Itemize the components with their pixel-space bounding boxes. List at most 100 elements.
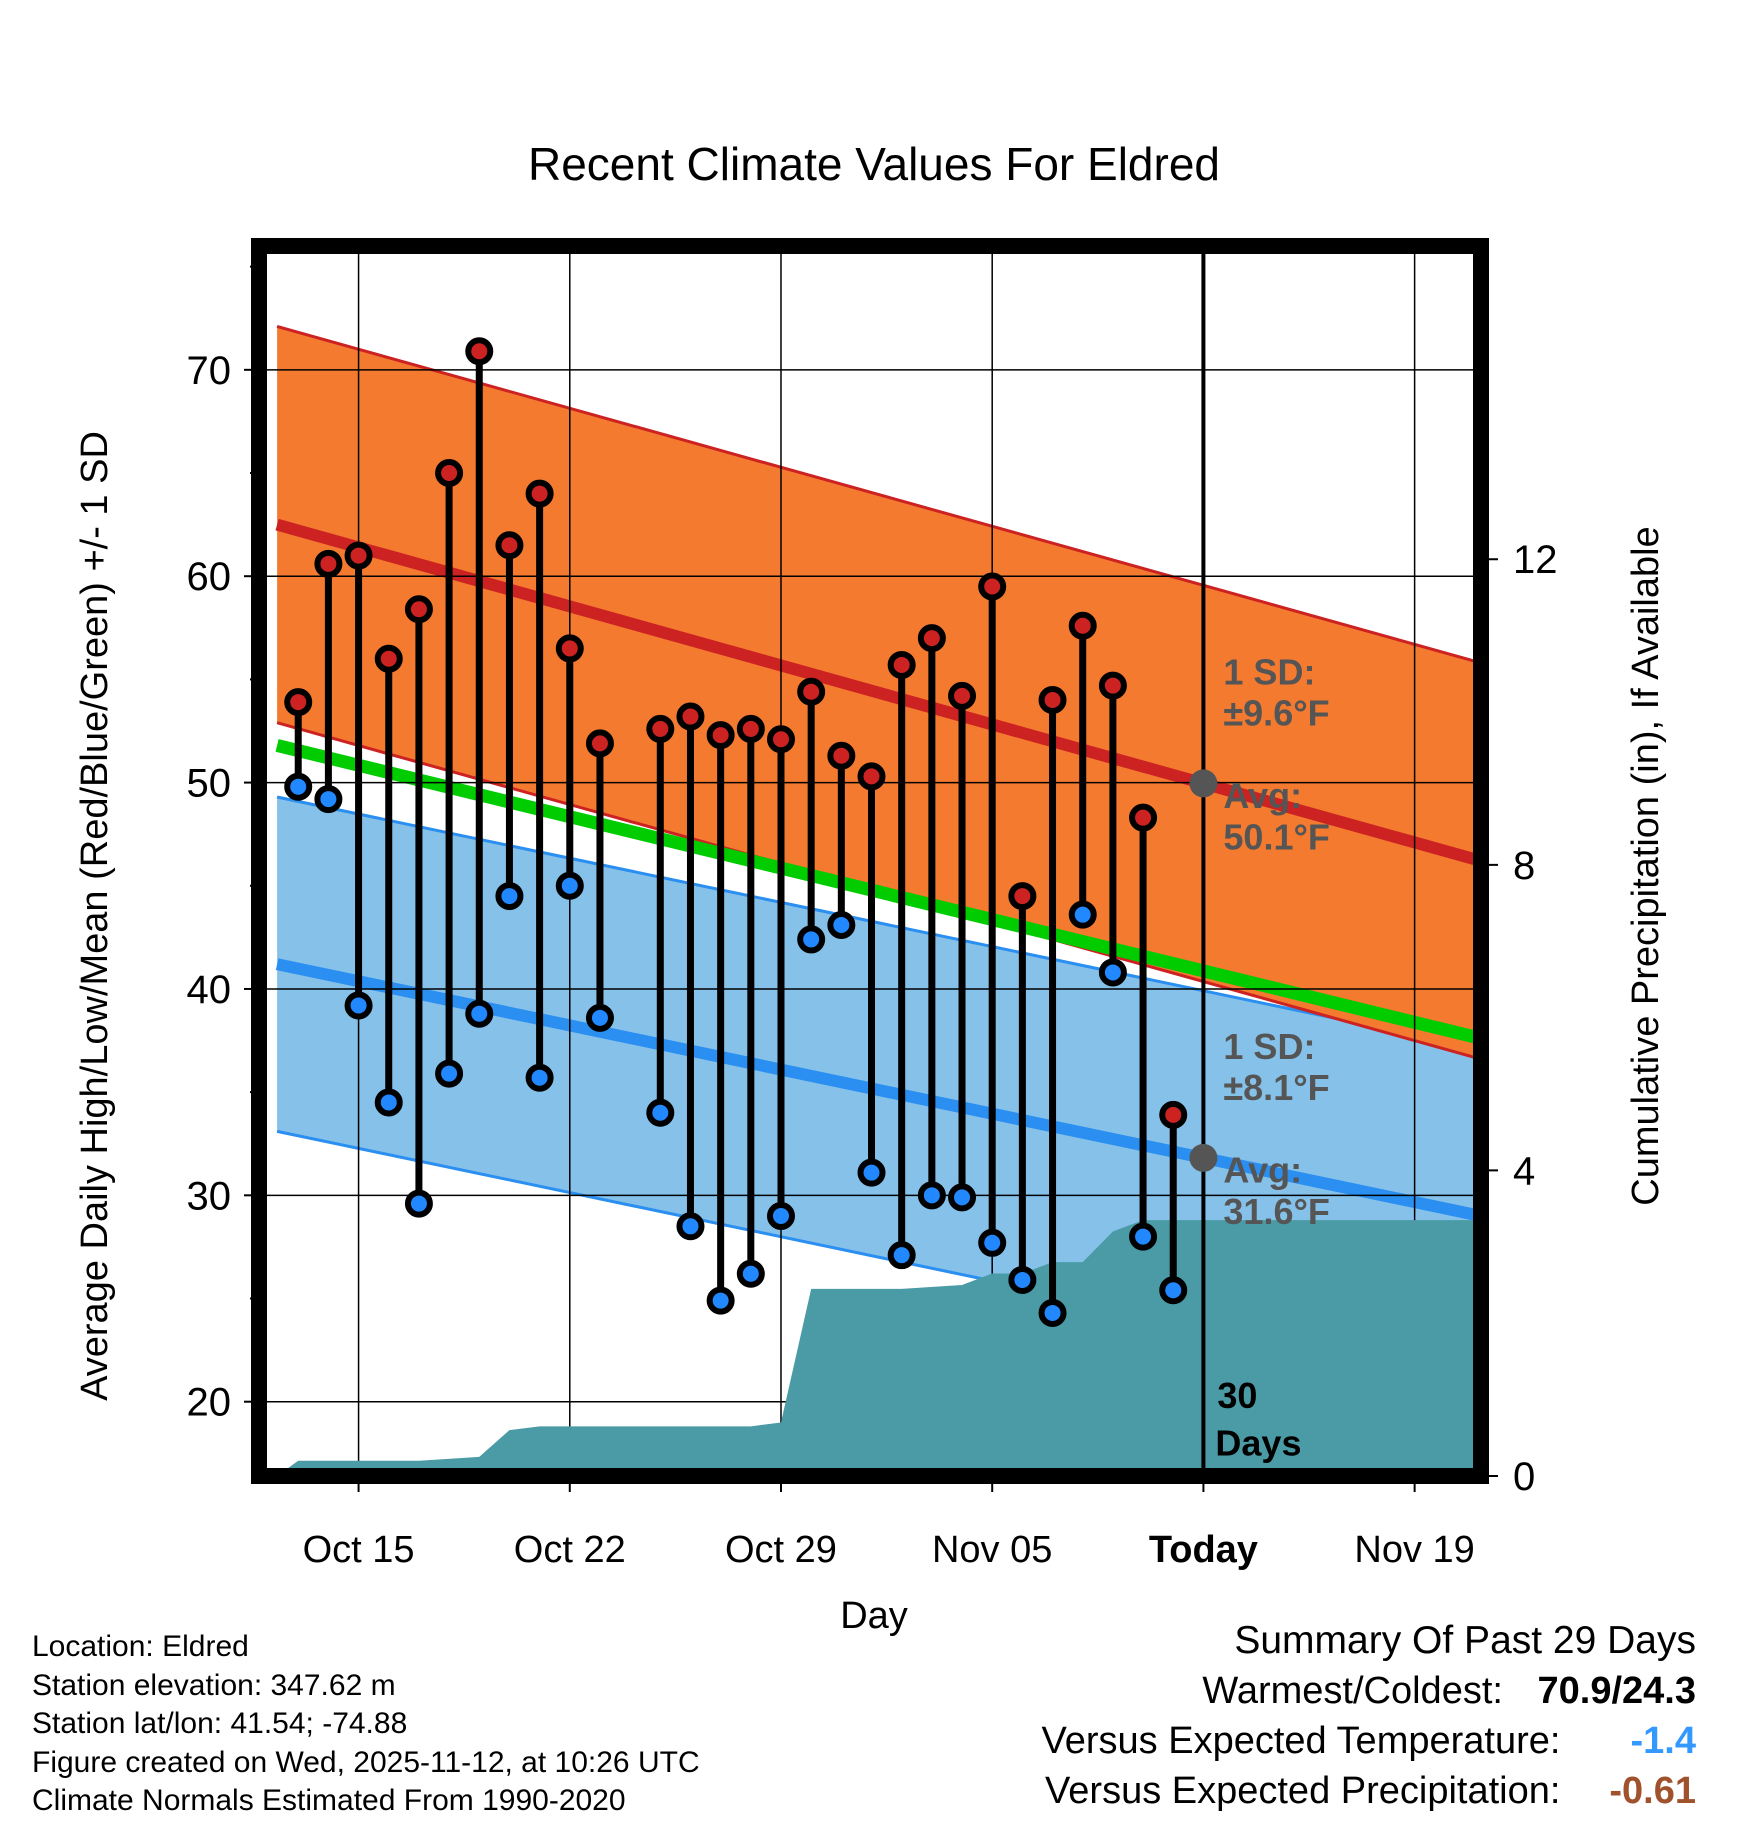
- high-temp-point: [1129, 803, 1158, 832]
- low-temp-point: [555, 871, 584, 900]
- high-temp-point: [284, 688, 313, 717]
- low-temp-point: [1068, 900, 1097, 929]
- low-temp-point: [404, 1189, 433, 1218]
- precip-label: Versus Expected Precipitation:: [1045, 1770, 1561, 1812]
- low-temp-point: [857, 1158, 886, 1187]
- low-temp-point: [766, 1201, 795, 1230]
- y-axis-label: Average Daily High/Low/Mean (Red/Blue/Gr…: [74, 431, 116, 1401]
- precip-days-label: Days: [1215, 1422, 1301, 1463]
- x-tick-label: Today: [1149, 1529, 1258, 1571]
- y2-tick-label: 8: [1513, 844, 1535, 888]
- summary-warmest-row: Warmest/Coldest: 70.9/24.3: [1042, 1666, 1696, 1716]
- plot-area: [259, 246, 1481, 1476]
- precip-days-number: 30: [1217, 1375, 1257, 1416]
- high-temp-point: [374, 644, 403, 673]
- y2-tick-label: 0: [1513, 1455, 1535, 1499]
- high-temp-point: [736, 714, 765, 743]
- low-temp-point: [284, 772, 313, 801]
- high-temp-point: [404, 595, 433, 624]
- low-temp-point: [465, 999, 494, 1028]
- high-temp-point: [797, 677, 826, 706]
- low-temp-point: [374, 1088, 403, 1117]
- x-tick-label: Nov 05: [932, 1529, 1052, 1571]
- low-temp-point: [887, 1241, 916, 1270]
- y-tick-label: 30: [187, 1174, 232, 1218]
- high-temp-point: [857, 762, 886, 791]
- high-temp-point: [555, 634, 584, 663]
- summary-panel: Summary Of Past 29 Days Warmest/Coldest:…: [1042, 1616, 1696, 1816]
- high-temp-point: [676, 702, 705, 731]
- low-temp-point: [978, 1228, 1007, 1257]
- high-temp-point: [465, 337, 494, 366]
- warmest-value: 70.9/24.3: [1537, 1670, 1696, 1712]
- created-text: Figure created on Wed, 2025-11-12, at 10…: [32, 1745, 700, 1779]
- high-avg-label: Avg:: [1223, 775, 1302, 816]
- precip-value: -0.61: [1609, 1770, 1696, 1812]
- high-temp-point: [585, 729, 614, 758]
- low-temp-point: [797, 925, 826, 954]
- low-temp-point: [827, 910, 856, 939]
- high-temp-point: [1008, 882, 1037, 911]
- low-temp-point: [948, 1183, 977, 1212]
- high-temp-point: [314, 549, 343, 578]
- low-temp-point: [736, 1259, 765, 1288]
- low-temp-point: [1098, 958, 1127, 987]
- high-temp-point: [917, 624, 946, 653]
- y-tick-label: 20: [187, 1381, 232, 1425]
- y2-tick-label: 12: [1513, 538, 1558, 582]
- high-temp-point: [887, 650, 916, 679]
- summary-title: Summary Of Past 29 Days: [1234, 1619, 1696, 1662]
- normals-text: Climate Normals Estimated From 1990-2020: [32, 1784, 626, 1817]
- high-temp-point: [706, 721, 735, 750]
- high-temp-point: [1038, 686, 1067, 715]
- low-temp-point: [495, 882, 524, 911]
- low-temp-point: [435, 1059, 464, 1088]
- y-tick-label: 40: [187, 968, 232, 1012]
- warmest-label: Warmest/Coldest:: [1202, 1670, 1503, 1712]
- y-tick-label: 70: [187, 349, 232, 393]
- high-temp-point: [435, 459, 464, 488]
- low-temp-point: [1129, 1222, 1158, 1251]
- y2-axis-label: Cumulative Precipitation (in), If Availa…: [1625, 526, 1667, 1205]
- low-temp-point: [1159, 1276, 1188, 1305]
- x-tick-label: Nov 19: [1354, 1529, 1474, 1571]
- low-temp-point: [917, 1181, 946, 1210]
- high-temp-point: [1098, 671, 1127, 700]
- x-tick-label: Oct 15: [303, 1529, 415, 1571]
- high-avg-marker: [1189, 769, 1218, 798]
- elevation-text: Station elevation: 347.62 m: [32, 1668, 396, 1702]
- chart-title: Recent Climate Values For Eldred: [528, 138, 1220, 190]
- x-tick-label: Oct 29: [725, 1529, 837, 1571]
- low-temp-point: [314, 785, 343, 814]
- plot-frame: [251, 238, 1489, 1484]
- high-temp-point: [525, 479, 554, 508]
- low-sd-label: 1 SD:: [1223, 1026, 1315, 1067]
- high-avg-value: 50.1°F: [1223, 816, 1329, 857]
- y-tick-label: 60: [187, 555, 232, 599]
- low-temp-point: [1038, 1298, 1067, 1327]
- high-temp-point: [344, 541, 373, 570]
- temp-value: -1.4: [1630, 1720, 1696, 1762]
- low-avg-value: 31.6°F: [1223, 1191, 1329, 1232]
- high-temp-point: [827, 741, 856, 770]
- high-temp-point: [978, 572, 1007, 601]
- station-info: Location: Eldred Station elevation: 347.…: [32, 1628, 700, 1821]
- y-tick-label: 50: [187, 762, 232, 806]
- low-avg-label: Avg:: [1223, 1150, 1302, 1191]
- high-temp-point: [1068, 611, 1097, 640]
- high-sd-label: 1 SD:: [1223, 651, 1315, 692]
- latlon-text: Station lat/lon: 41.54; -74.88: [32, 1707, 408, 1740]
- low-temp-point: [344, 991, 373, 1020]
- high-temp-point: [495, 531, 524, 560]
- low-temp-point: [646, 1098, 675, 1127]
- high-sd-value: ±9.6°F: [1223, 693, 1329, 734]
- high-temp-point: [948, 681, 977, 710]
- temp-label: Versus Expected Temperature:: [1041, 1720, 1561, 1762]
- summary-temp-row: Versus Expected Temperature: -1.4: [1042, 1716, 1696, 1766]
- high-temp-point: [766, 725, 795, 754]
- x-tick-label: Oct 22: [514, 1529, 626, 1571]
- high-temp-point: [646, 714, 675, 743]
- low-temp-point: [525, 1063, 554, 1092]
- low-avg-marker: [1189, 1143, 1218, 1172]
- high-temp-point: [1159, 1100, 1188, 1129]
